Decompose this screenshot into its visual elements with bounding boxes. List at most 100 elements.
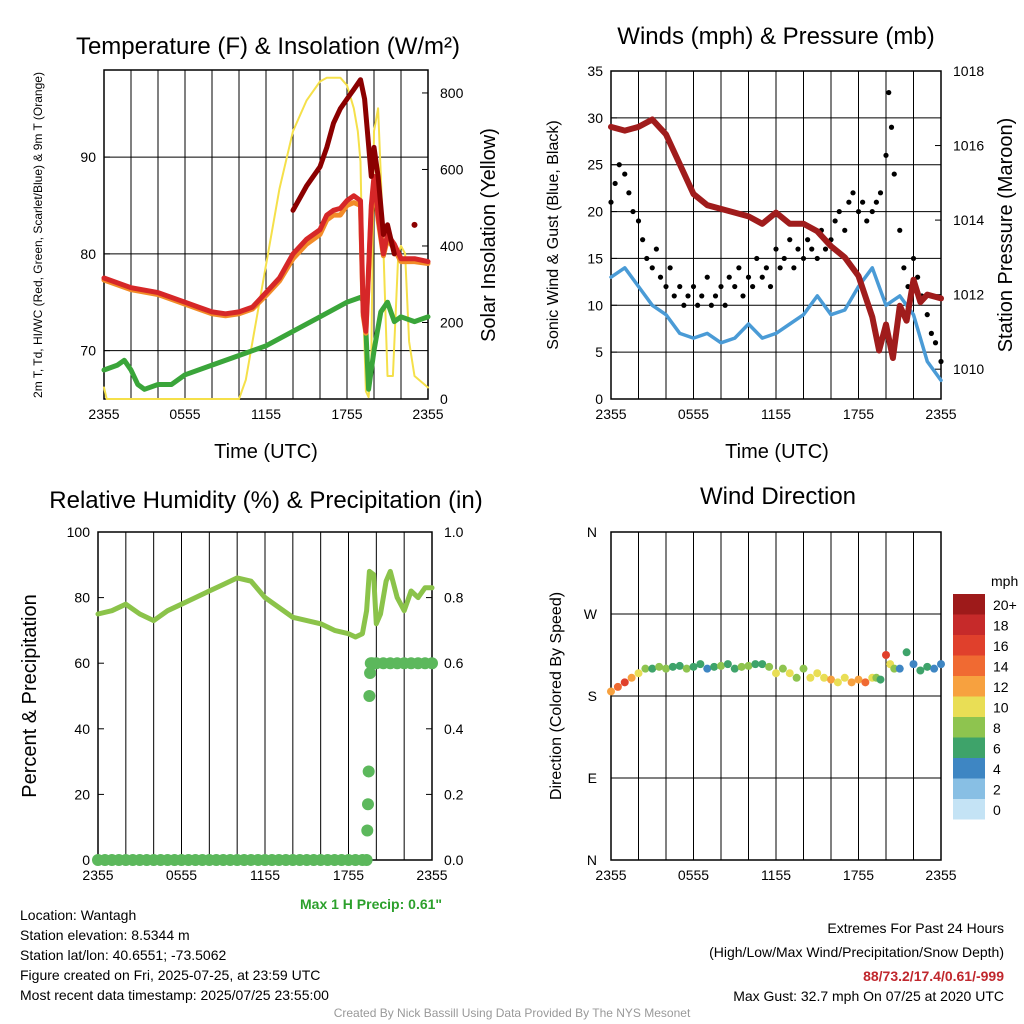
gust-point	[836, 208, 842, 215]
t2m-line	[101, 173, 431, 334]
gust-point	[822, 246, 829, 252]
y-tick-label: N	[587, 524, 597, 540]
legend-label: 18	[993, 618, 1009, 634]
station-elevation: Station elevation: 8.5344 m	[20, 927, 190, 943]
x-tick-label: 1755	[843, 867, 874, 883]
legend-swatch	[953, 614, 985, 635]
direction-point	[710, 662, 719, 671]
gust-point	[630, 208, 636, 215]
x-tick-label: 0555	[166, 867, 197, 883]
gust-point	[846, 199, 852, 205]
direction-point	[772, 669, 780, 678]
gust-point	[754, 255, 760, 262]
gust-point	[622, 171, 628, 177]
direction-point	[799, 664, 808, 673]
precip-point	[361, 824, 374, 837]
x-tick-label: 1755	[843, 406, 874, 422]
legend-label: 12	[993, 679, 1009, 695]
direction-point	[778, 664, 787, 673]
y-tick-label: W	[584, 606, 598, 622]
gust-point	[924, 312, 930, 318]
legend-swatch	[953, 696, 985, 717]
direction-point	[703, 664, 712, 673]
direction-point	[882, 651, 890, 659]
gust-point	[932, 340, 939, 346]
right-y-tick-label: 0.8	[444, 590, 464, 606]
gust-point	[860, 199, 866, 205]
extremes-title: Extremes For Past 24 Hours	[827, 920, 1004, 936]
legend-label: 10	[993, 700, 1009, 716]
direction-point	[627, 673, 636, 682]
y-axis-label: 2m T, Td, HI/WC (Red, Green, Scarlet/Blu…	[31, 72, 45, 398]
gust-point	[869, 208, 875, 215]
x-tick-label: 1755	[331, 406, 362, 422]
right-y-tick-label: 600	[440, 161, 464, 177]
precip-point	[426, 657, 438, 670]
x-tick-label: 1155	[251, 406, 281, 422]
gust-point	[695, 302, 701, 308]
gust-point	[626, 190, 632, 196]
x-tick-label: 2355	[595, 406, 626, 422]
max-gust: Max Gust: 32.7 mph On 07/25 at 2020 UTC	[733, 988, 1004, 1004]
left-y-tick-label: 35	[587, 63, 603, 79]
direction-point	[827, 675, 835, 684]
gust-point	[805, 237, 811, 243]
gust-point	[832, 218, 838, 224]
x-axis-label: Time (UTC)	[725, 441, 829, 463]
right-y-tick-label: 1010	[953, 361, 984, 377]
gust-point	[781, 255, 787, 262]
gust-point	[883, 152, 889, 158]
gust-point	[708, 302, 714, 308]
direction-point	[792, 673, 801, 682]
direction-point	[682, 664, 691, 673]
direction-point	[648, 664, 657, 673]
y-axis-label: Sonic Wind & Gust (Blue, Black)	[545, 120, 562, 349]
left-y-tick-label: 0	[82, 852, 90, 868]
legend-title: mph	[991, 573, 1018, 589]
gust-point	[736, 265, 742, 271]
direction-point	[641, 664, 650, 673]
y2-axis-label: Station Pressure (Maroon)	[995, 118, 1017, 353]
gust-point	[657, 274, 664, 280]
x-tick-label: 0555	[169, 406, 200, 422]
direction-point	[876, 675, 885, 684]
precip-point	[362, 765, 375, 778]
max-precip-note: Max 1 H Precip: 0.61"	[300, 896, 443, 912]
gust-point	[787, 237, 793, 243]
gust-point	[800, 255, 807, 262]
legend-label: 0	[993, 802, 1001, 818]
left-y-tick-label: 25	[587, 157, 603, 173]
direction-point	[758, 660, 767, 669]
precip-point	[361, 798, 374, 811]
direction-point	[655, 662, 664, 671]
left-y-tick-label: 30	[587, 110, 603, 126]
gust-point	[773, 246, 779, 252]
direction-point	[634, 669, 643, 678]
direction-point	[861, 678, 870, 687]
heat_index-line	[290, 77, 397, 257]
direction-point	[895, 664, 904, 673]
direction-point	[833, 678, 842, 687]
gust-point	[677, 283, 683, 290]
direction-point	[696, 660, 705, 669]
gust-point	[814, 255, 820, 262]
gust-point	[726, 274, 732, 280]
direction-point	[620, 678, 629, 687]
direction-point	[909, 660, 918, 669]
gust-point	[608, 199, 614, 205]
gust-point	[732, 283, 738, 290]
direction-point	[937, 660, 945, 669]
chart-title: Winds (mph) & Pressure (mb)	[617, 23, 934, 50]
direction-point	[840, 673, 849, 682]
gust-point	[616, 162, 622, 168]
precip-point	[363, 690, 376, 702]
gust-point	[649, 265, 655, 271]
legend-label: 2	[993, 782, 1001, 798]
legend-label: 20+	[993, 597, 1017, 613]
direction-point	[723, 660, 732, 669]
legend-label: 14	[993, 659, 1009, 675]
direction-point	[916, 666, 925, 675]
station-info: Location: Wantagh Station elevation: 8.5…	[20, 905, 329, 1005]
legend-swatch	[953, 676, 985, 697]
